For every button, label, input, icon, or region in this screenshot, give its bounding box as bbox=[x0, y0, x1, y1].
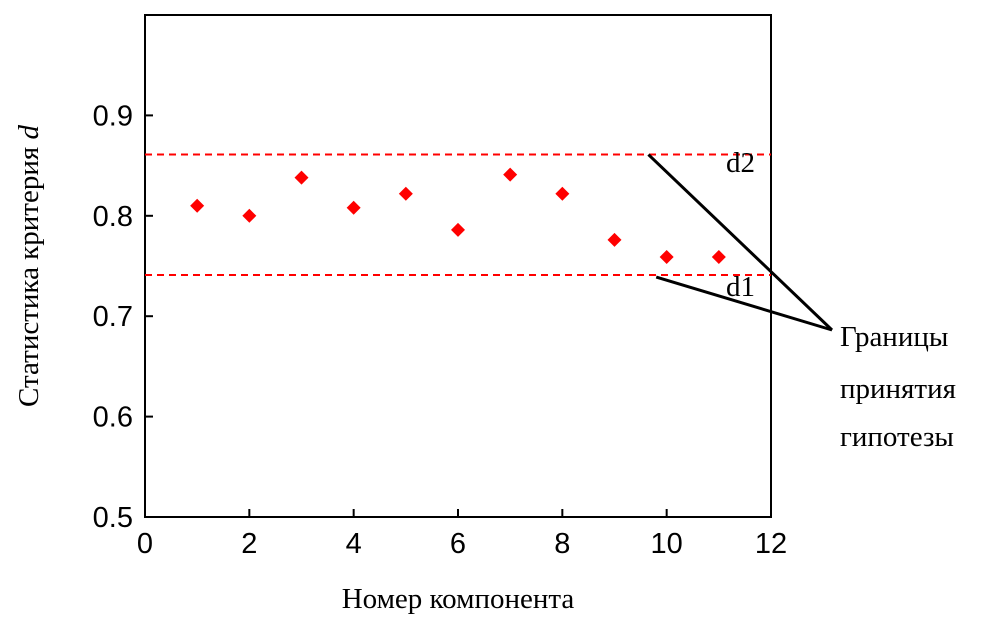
data-point-7 bbox=[503, 167, 518, 182]
x-tick-label: 0 bbox=[137, 528, 153, 560]
bound-label-d2: d2 bbox=[726, 147, 755, 179]
y-tick-label: 0.9 bbox=[93, 100, 133, 132]
data-point-3 bbox=[294, 170, 309, 185]
data-point-4 bbox=[346, 200, 361, 215]
x-axis-ticks: 0 2 4 6 8 10 12 bbox=[137, 509, 787, 560]
x-tick-label: 8 bbox=[554, 528, 570, 560]
y-tick-label: 0.6 bbox=[93, 402, 133, 434]
x-tick-label: 10 bbox=[651, 528, 683, 560]
x-tick-label: 4 bbox=[346, 528, 362, 560]
data-point-5 bbox=[398, 186, 413, 201]
data-point-9 bbox=[607, 232, 622, 247]
annotation-line-1: Границы bbox=[840, 321, 948, 353]
y-axis-label-var: d bbox=[13, 125, 45, 140]
annotation-line-3: гипотезы bbox=[840, 421, 954, 453]
annotation-leader-lines bbox=[647, 153, 834, 332]
x-tick-label: 2 bbox=[241, 528, 257, 560]
y-tick-label: 0.7 bbox=[93, 301, 133, 333]
y-axis-ticks: 0.5 0.6 0.7 0.8 0.9 bbox=[93, 100, 153, 534]
x-tick-label: 6 bbox=[450, 528, 466, 560]
data-point-10 bbox=[659, 249, 674, 264]
x-tick-label: 12 bbox=[755, 528, 787, 560]
bound-label-d1: d1 bbox=[726, 271, 755, 303]
data-point-1 bbox=[190, 198, 205, 213]
data-point-8 bbox=[555, 186, 570, 201]
plot-frame bbox=[144, 14, 772, 518]
reference-lines bbox=[145, 153, 771, 277]
data-points bbox=[190, 167, 726, 264]
x-axis-label: Номер компонента bbox=[342, 583, 575, 615]
leader-line-d2 bbox=[647, 153, 834, 332]
y-axis-label-main: Статистика критерия bbox=[13, 140, 45, 407]
y-tick-label: 0.8 bbox=[93, 201, 133, 233]
data-point-11 bbox=[711, 249, 726, 264]
y-axis-label: Статистика критерия d bbox=[13, 125, 45, 407]
data-point-6 bbox=[451, 222, 465, 237]
leader-line-d1 bbox=[655, 275, 833, 332]
y-tick-label: 0.5 bbox=[93, 502, 133, 534]
data-point-2 bbox=[242, 208, 257, 223]
annotation-line-2: принятия bbox=[840, 373, 956, 405]
